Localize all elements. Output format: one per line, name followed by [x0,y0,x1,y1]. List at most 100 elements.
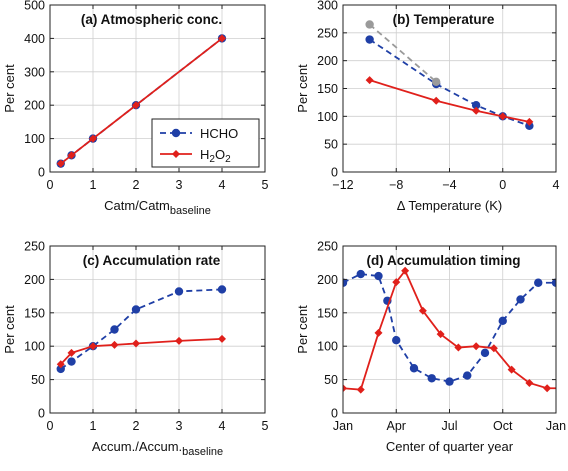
y-tick-label: 400 [24,32,45,46]
data-point [498,316,507,326]
x-axis-label: Accum./Accum.baseline [92,439,223,458]
x-tick-label: 1 [90,178,97,192]
plot-2: −12 −8 −4 0 4 0 50 100 150 200 250 300 Δ Temperature… [295,0,560,213]
x-tick-label: 4 [219,419,226,433]
data-point [431,77,441,87]
legend: HCHO H2O2 [151,118,260,168]
panel-title: (c) Accumulation rate [83,253,221,268]
data-point [56,364,65,374]
data-point [445,377,454,386]
y-tick-label: 500 [24,0,45,13]
y-tick-label: 200 [24,273,45,287]
series-line [60,337,223,365]
series-layer [343,266,568,394]
data-point [131,305,141,314]
plot-3: 0 1 2 3 4 5050100150200250Accum./Accum.baseli… [2,240,269,459]
x-tick-label: −12 [332,178,353,192]
y-tick-label: 300 [24,65,45,79]
data-point [218,34,226,43]
series-layer [56,34,227,168]
data-point [110,325,119,334]
data-point [436,330,445,339]
x-tick-label: 2 [133,419,140,433]
data-point [343,384,347,393]
data-point [132,101,140,110]
data-point [365,35,374,44]
data-point [418,306,427,315]
y-tick-label: 250 [24,240,45,254]
panel-title: (a) Atmospheric conc. [81,12,222,27]
y-tick-label: 50 [324,373,338,387]
data-point [67,348,76,357]
data-point [132,339,140,348]
data-point [480,348,490,358]
data-point [454,343,463,352]
data-point [427,374,436,383]
x-axis-label: Catm/Catmbaseline [104,198,211,217]
plot-1: 0 1 2 3 4 5 0 100 200 300 400 500 Catm/Catmbaseline P… [2,0,269,217]
legend-label: H2O2 [200,147,231,165]
y-tick-label: 0 [331,166,338,180]
y-axis-label: Per cent [2,64,17,113]
x-tick-label: 0 [499,178,506,192]
x-tick-label: −4 [442,178,456,192]
data-point [401,266,410,275]
legend-label: HCHO [200,126,238,141]
data-point [409,364,419,373]
data-point [374,271,383,281]
series-layer [56,285,227,374]
data-point [392,335,401,345]
data-point [356,269,365,279]
data-point [551,278,556,287]
y-tick-label: 100 [24,340,45,354]
y-tick-label: 100 [24,132,45,146]
data-point [489,344,498,353]
data-point [472,106,481,115]
data-point [217,285,227,294]
x-tick-label: Jan [333,419,353,433]
y-axis-label: Per cent [2,305,17,354]
data-point [374,328,383,337]
y-tick-label: 250 [317,240,338,254]
y-tick-label: 200 [24,99,45,113]
y-tick-label: 0 [331,407,338,421]
data-point [472,342,481,351]
data-point [365,20,374,29]
y-axis-label: Per cent [295,305,310,354]
legend-marker [172,150,180,158]
x-tick-label: 5 [262,419,269,433]
data-point [174,287,184,296]
x-tick-label: 0 [47,178,54,192]
x-axis-label: Center of quarter year [386,439,514,454]
data-point [463,371,472,380]
y-tick-label: 150 [24,306,45,320]
data-point [218,334,226,343]
data-point [56,159,65,168]
y-axis-label: Per cent [295,64,310,113]
data-point [561,384,568,392]
data-point [498,112,507,121]
x-tick-label: 4 [219,178,226,192]
series-line [343,268,556,391]
x-tick-label: 1 [90,419,97,433]
data-point [89,134,97,143]
data-point [67,357,76,366]
y-tick-label: 200 [317,54,338,68]
x-tick-label: Oct [493,419,513,433]
y-tick-label: 150 [317,306,338,320]
legend-box [151,118,260,168]
plot-frame [49,4,266,173]
x-tick-label: 2 [133,178,140,192]
data-point [471,101,481,110]
x-tick-label: Jul [442,419,458,433]
y-tick-label: 50 [31,373,45,387]
data-point [89,342,97,351]
x-tick-label: 4 [553,178,560,192]
plot-frame [49,245,266,414]
x-tick-label: −8 [389,178,403,192]
data-point [534,278,543,287]
x-tick-label: 3 [176,178,183,192]
y-tick-label: 50 [324,138,338,152]
